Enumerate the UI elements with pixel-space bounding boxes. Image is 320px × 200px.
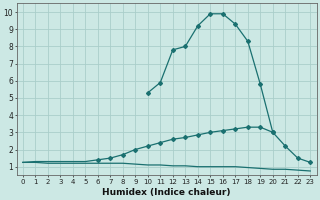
X-axis label: Humidex (Indice chaleur): Humidex (Indice chaleur): [102, 188, 231, 197]
